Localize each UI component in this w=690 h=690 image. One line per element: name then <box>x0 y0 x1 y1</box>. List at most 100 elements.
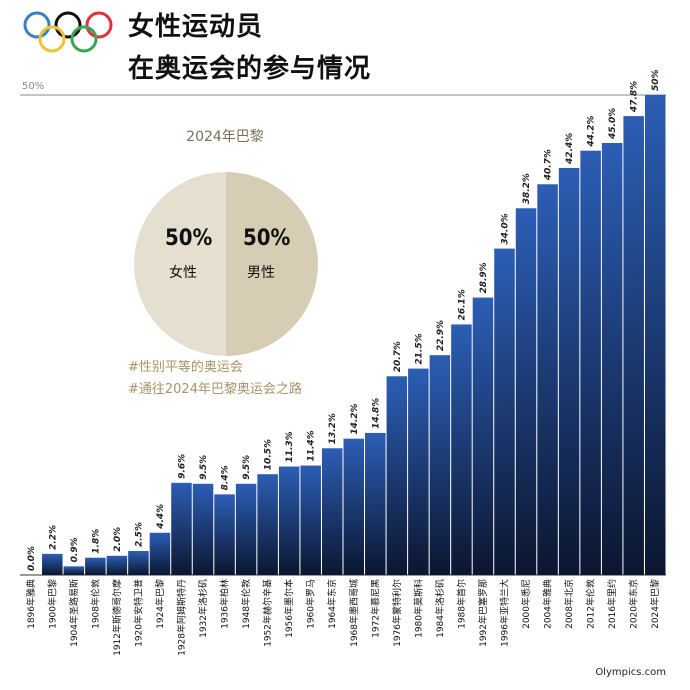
category-label-15: 1968年墨西哥城 <box>348 579 360 647</box>
category-label-16: 1972年慕尼黑 <box>369 579 381 638</box>
bar-20 <box>451 324 472 575</box>
value-label-26: 44.2% <box>587 115 597 147</box>
value-label-0: 0.0% <box>27 546 37 571</box>
bar-10 <box>235 483 257 575</box>
hashtag-road-to-paris: #通往2024年巴黎奥运会之路 <box>128 382 302 397</box>
page-title-line-2: 在奥运会的参与情况 <box>128 54 372 84</box>
category-label-14: 1964年东京 <box>326 579 338 629</box>
bar-24 <box>537 184 558 575</box>
value-label-23: 38.2% <box>522 173 532 204</box>
value-label-19: 22.9% <box>436 320 446 351</box>
female-percent: 50% <box>165 226 213 251</box>
female-label: 女性 <box>169 265 197 281</box>
bar-7 <box>171 482 192 575</box>
bar-2 <box>63 566 85 575</box>
value-label-28: 47.8% <box>630 81 640 113</box>
bar-21 <box>472 297 494 575</box>
category-label-4: 1912年斯德哥尔摩 <box>111 579 123 656</box>
value-label-17: 20.7% <box>393 341 403 372</box>
bar-11 <box>257 474 278 575</box>
category-label-3: 1908年伦敦 <box>89 579 101 629</box>
value-label-29: 50% <box>651 69 661 91</box>
olympic-rings-logo <box>23 11 113 53</box>
category-label-9: 1936年柏林 <box>219 579 231 629</box>
category-label-0: 1896年雅典 <box>25 579 37 629</box>
bar-15 <box>343 438 365 575</box>
category-label-6: 1924年巴黎 <box>154 579 166 629</box>
category-label-1: 1900年巴黎 <box>46 579 58 629</box>
value-label-15: 14.2% <box>350 403 360 434</box>
category-label-8: 1932年洛杉矶 <box>197 579 209 638</box>
bar-4 <box>106 555 128 575</box>
bar-23 <box>515 208 537 575</box>
value-label-2: 0.9% <box>70 537 80 562</box>
bar-26 <box>580 150 601 575</box>
value-label-9: 8.4% <box>221 465 231 490</box>
category-label-27: 2016年里约 <box>606 579 618 629</box>
category-label-12: 1956年墨尔本 <box>283 579 295 638</box>
value-label-10: 9.5% <box>242 455 252 480</box>
value-label-25: 42.4% <box>565 133 575 165</box>
reference-line-label: 50% <box>22 81 45 92</box>
value-label-27: 45.0% <box>608 108 618 140</box>
male-percent: 50% <box>243 226 291 251</box>
bar-14 <box>321 448 343 575</box>
category-label-24: 2004年雅典 <box>542 579 554 629</box>
category-label-2: 1904年圣路易斯 <box>68 579 80 647</box>
bar-5 <box>128 551 149 575</box>
category-label-11: 1952年赫尔辛基 <box>262 579 274 647</box>
bar-29 <box>644 95 666 575</box>
bar-22 <box>494 248 515 575</box>
bar-28 <box>623 116 644 576</box>
category-label-10: 1948年伦敦 <box>240 579 252 629</box>
value-label-4: 2.0% <box>113 527 123 552</box>
category-label-23: 2000年悉尼 <box>520 579 532 629</box>
value-label-1: 2.2% <box>48 525 58 550</box>
value-label-20: 26.1% <box>457 289 467 320</box>
category-label-28: 2020年东京 <box>628 579 640 629</box>
bar-8 <box>192 483 214 575</box>
value-label-21: 28.9% <box>479 262 489 293</box>
category-label-18: 1980年莫斯科 <box>412 579 424 638</box>
category-label-7: 1928年阿姆斯特丹 <box>176 579 188 656</box>
category-label-21: 1992年巴塞罗那 <box>477 579 489 647</box>
pie-slice-male <box>226 172 318 356</box>
bar-17 <box>386 376 408 575</box>
bar-3 <box>85 557 106 575</box>
bar-19 <box>429 355 451 575</box>
value-label-13: 11.4% <box>307 430 317 461</box>
value-label-22: 34.0% <box>501 213 511 244</box>
value-label-18: 21.5% <box>414 333 424 364</box>
page-title-line-1: 女性运动员 <box>128 12 264 42</box>
category-label-17: 1976年蒙特利尔 <box>391 579 403 647</box>
category-label-19: 1984年洛杉矶 <box>434 579 446 638</box>
category-label-13: 1960年罗马 <box>305 579 317 629</box>
category-label-22: 1996年亚特兰大 <box>499 579 511 647</box>
category-label-25: 2008年北京 <box>563 579 575 629</box>
source-credit: Olympics.com <box>595 667 666 678</box>
bar-16 <box>365 432 386 575</box>
bar-12 <box>278 466 300 575</box>
value-label-5: 2.5% <box>134 522 144 547</box>
category-label-20: 1988年首尔 <box>455 579 467 629</box>
bar-25 <box>558 167 580 575</box>
bar-13 <box>300 465 321 575</box>
gender-pie-chart <box>134 172 318 356</box>
bar-9 <box>214 494 235 575</box>
value-label-3: 1.8% <box>91 529 101 554</box>
bar-27 <box>601 143 623 575</box>
value-label-16: 14.8% <box>371 398 381 429</box>
category-label-26: 2012年伦敦 <box>585 579 597 629</box>
value-label-7: 9.6% <box>178 454 188 479</box>
category-label-5: 1920年安特卫普 <box>132 579 144 647</box>
pie-title: 2024年巴黎 <box>186 129 264 145</box>
value-label-6: 4.4% <box>156 504 166 530</box>
value-label-14: 13.2% <box>328 413 338 444</box>
bar-18 <box>408 368 429 575</box>
value-label-8: 9.5% <box>199 455 209 480</box>
value-label-12: 11.3% <box>285 431 295 462</box>
hashtag-gender-equality: #性别平等的奥运会 <box>128 360 243 375</box>
male-label: 男性 <box>247 265 275 281</box>
value-label-24: 40.7% <box>544 149 554 181</box>
